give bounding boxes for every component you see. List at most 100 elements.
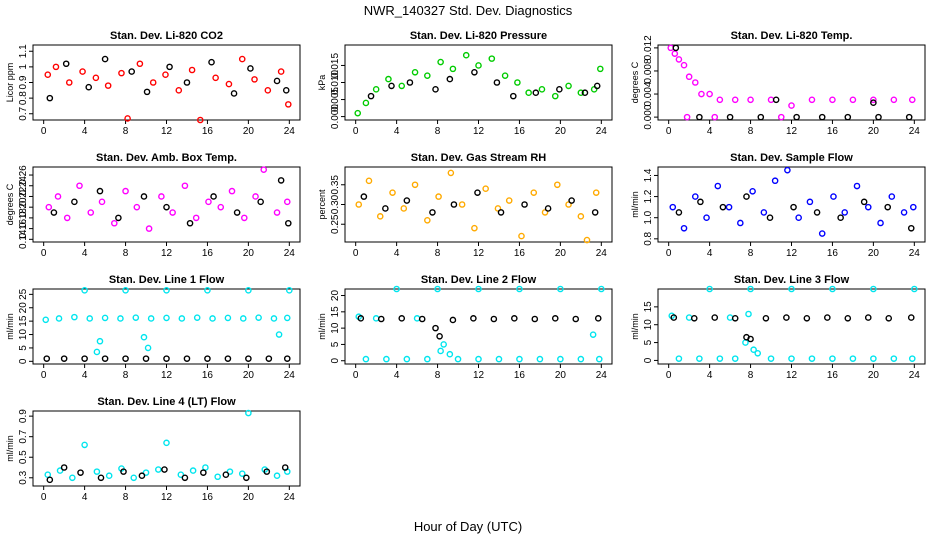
data-point [226,468,234,475]
data-point [680,224,688,232]
x-tick-label: 4 [82,492,88,503]
data-point [252,193,259,200]
chart-panel-co2: Stan. Dev. Li-820 CO2 0 4 8 12 16 20 24 0.70.8 0.… [5,30,301,137]
x-tick-label: 0 [41,126,47,137]
x-tick-label: 16 [514,126,526,137]
plot-frame [32,44,301,121]
y-tick-label: 0.26 [18,165,29,185]
data-point [46,94,54,102]
panel-title: Stan. Dev. Li-820 Pressure [410,30,547,42]
chart-panel-line2: Stan. Dev. Line 2 Flow 0 4 8 12 16 20 24 0 5 10 15 2… [317,274,613,381]
data-point [691,193,699,200]
data-point [596,65,604,73]
data-point [418,315,426,323]
x-tick-label: 12 [473,248,485,259]
panel-title: Stan. Dev. Line 1 Flow [109,274,225,286]
data-point [406,79,414,86]
y-tick-label: 0.004 [643,81,654,106]
data-point [224,314,232,322]
data-point [130,474,138,482]
y-tick-label: 0 [643,357,654,363]
data-point [228,187,236,195]
y-tick-label: 0.18 [18,208,29,228]
data-point [747,96,754,104]
y-tick-label: 0.16 [18,218,29,238]
data-point [240,214,248,222]
data-point [222,471,230,478]
data-point [42,316,50,324]
x-tick-label: 20 [868,248,880,259]
data-point [703,214,710,222]
y-tick-label: 0.8 [18,91,29,105]
data-point [870,96,877,104]
chart-panel-temp: Stan. Dev. Li-820 Temp.0 4 8 12 16 20 240.0000… [630,30,926,137]
y-tick-label: 1 [18,64,29,70]
data-point [382,205,389,212]
data-point [885,314,893,322]
data-point [117,315,124,322]
data-point [844,113,852,121]
data-point [908,96,916,104]
x-tick-label: 16 [514,248,526,259]
data-point [870,285,877,293]
data-point [377,315,385,323]
y-tick-label: 1.4 [643,168,654,182]
data-point [97,474,105,482]
data-point [475,355,482,363]
data-point [192,214,200,222]
data-point [273,209,281,216]
data-point [81,441,88,449]
data-point [536,355,544,363]
data-point [577,213,585,220]
data-point [273,472,281,480]
data-point [204,287,211,294]
data-point [93,468,101,475]
data-point [471,68,478,76]
data-point [829,96,836,104]
y-tick-label: 0.000 [330,104,341,129]
data-point [245,287,252,294]
x-tick-label: 0 [666,248,672,259]
panel-title: Stan. Dev. Li-820 Temp. [731,30,853,42]
data-point [760,209,768,216]
data-point [210,193,217,200]
y-tick-label: 0 [18,358,29,364]
data-point [719,203,727,211]
data-point [446,350,454,358]
y-tick-label: 20 [330,290,341,302]
chart-panel-ambbox: Stan. Dev. Amb. Box Temp. 0 4 8 12 16 20 24 0.14… [5,152,301,259]
x-tick-label: 4 [82,248,88,259]
x-tick-label: 8 [435,248,441,259]
plot-frame [32,288,301,365]
data-point [790,203,797,211]
x-tick-label: 8 [123,248,129,259]
data-point [829,355,836,362]
data-point [362,99,370,107]
data-point [367,92,375,100]
data-point [434,285,441,293]
data-point [56,467,64,474]
data-point [263,468,271,475]
data-point [505,197,513,204]
data-point [376,213,384,220]
data-point [784,166,791,174]
data-point [675,355,683,362]
data-point [849,96,857,104]
data-point [829,285,836,293]
data-point [128,68,136,75]
x-tick-label: 0 [353,248,359,259]
data-point [849,355,857,362]
data-point [239,315,247,322]
data-point [837,214,844,222]
data-point [101,314,109,322]
x-tick-label: 12 [786,126,798,137]
data-point [411,181,419,189]
data-point [101,55,109,63]
data-point [225,80,233,88]
y-tick-label: 10 [330,322,341,334]
data-point [806,198,814,206]
y-tick-label: 0.9 [18,75,29,89]
plot-frame [657,166,926,243]
data-point [803,314,811,322]
